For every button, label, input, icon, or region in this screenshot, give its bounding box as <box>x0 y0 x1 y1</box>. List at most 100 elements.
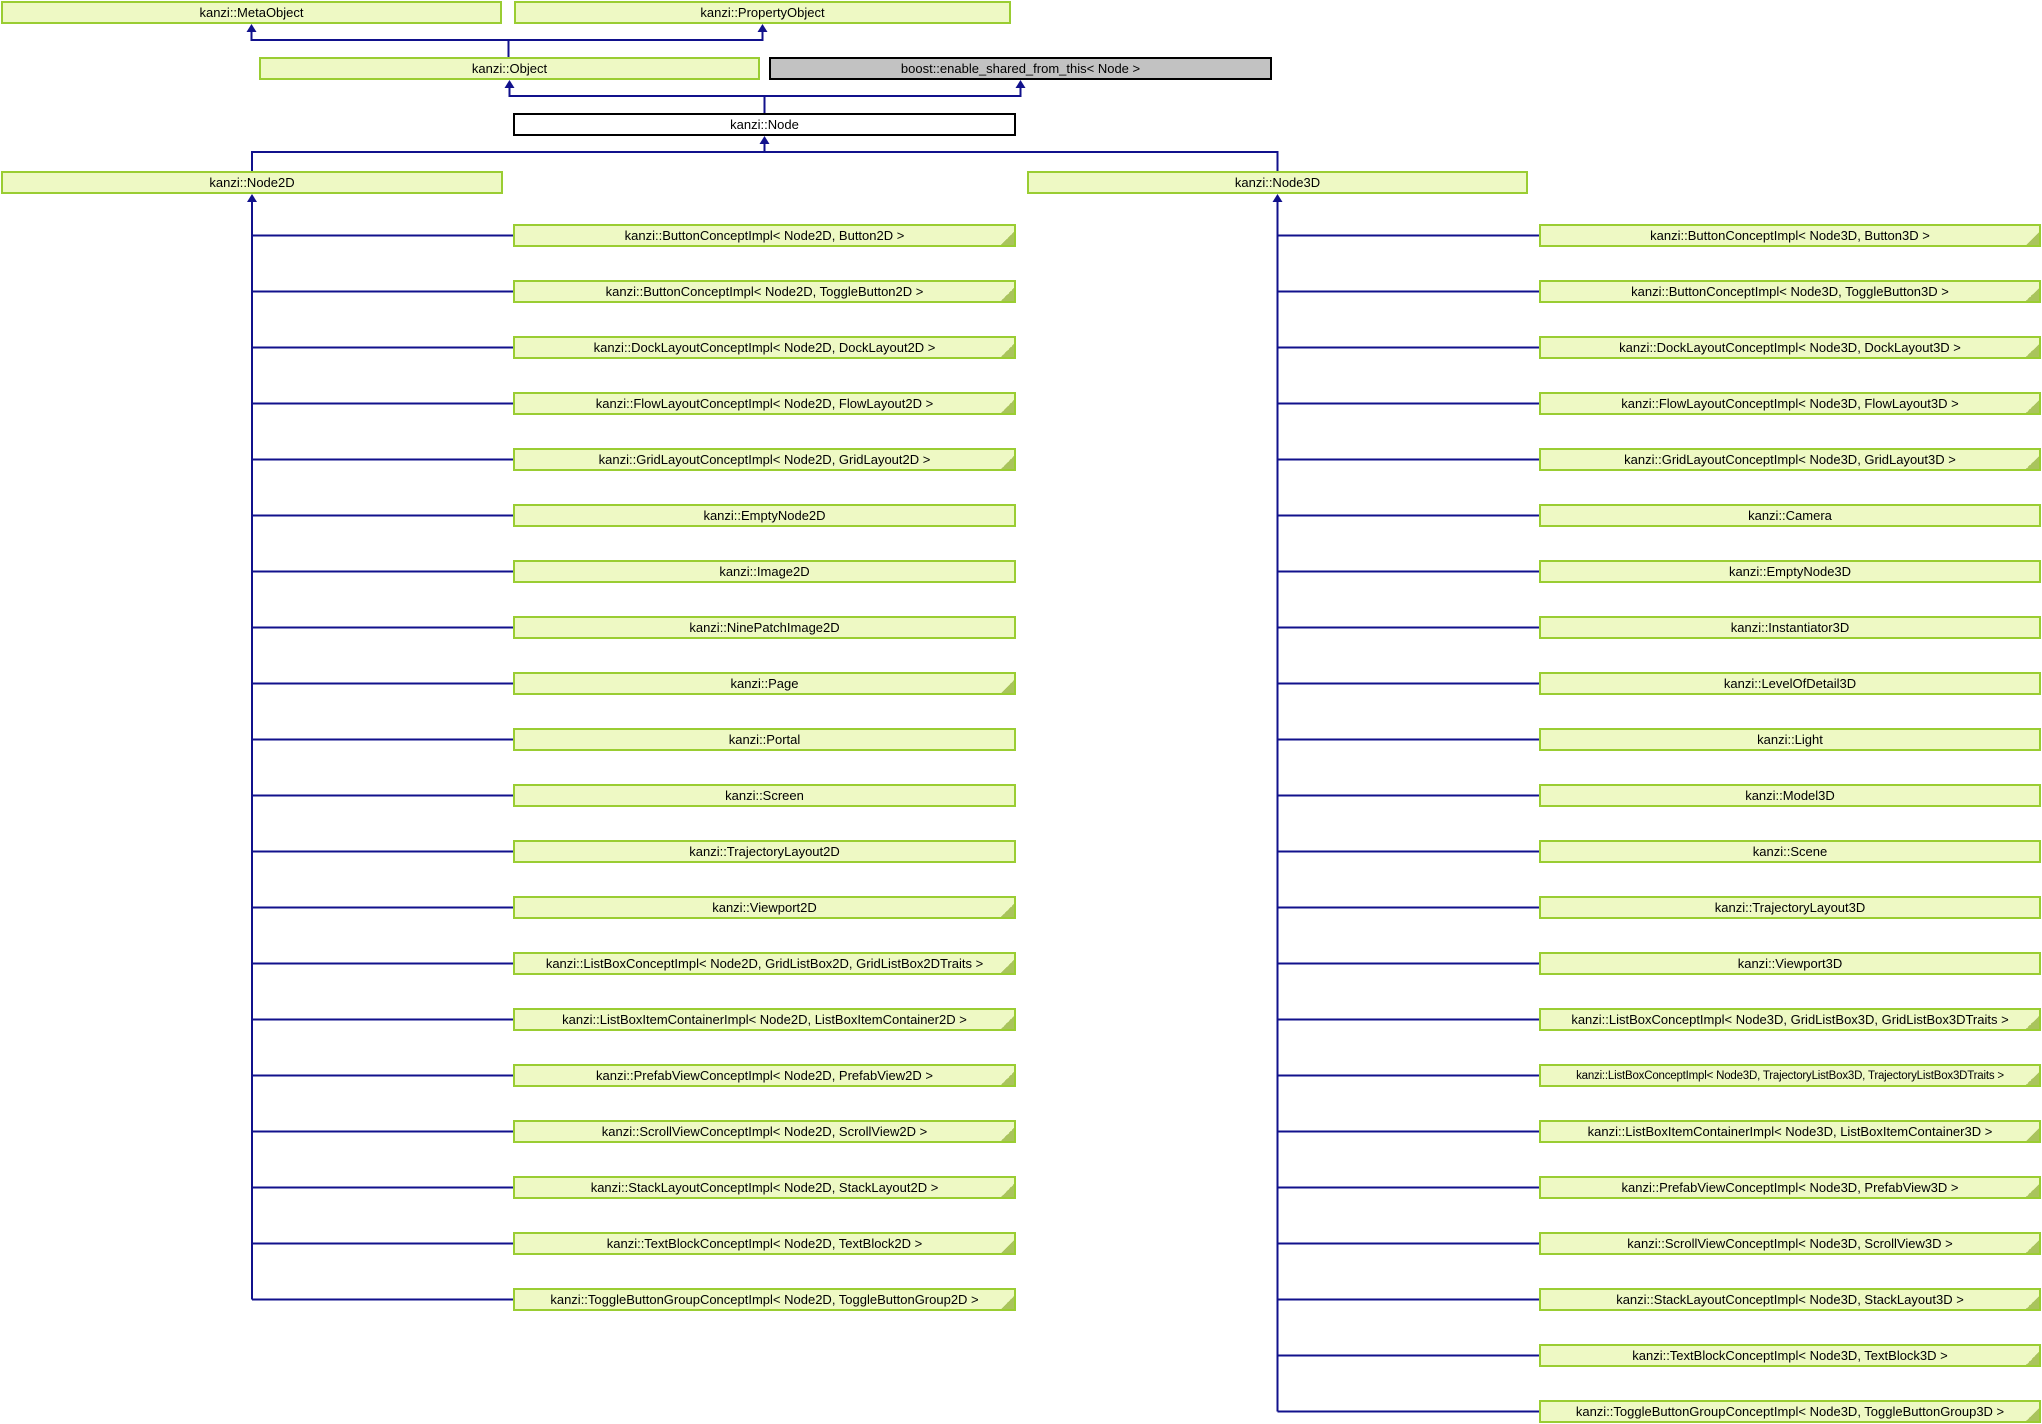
class-box[interactable]: kanzi::StackLayoutConceptImpl< Node3D, S… <box>1539 1288 2041 1311</box>
class-box[interactable]: kanzi::Portal <box>513 728 1016 751</box>
class-box[interactable]: kanzi::DockLayoutConceptImpl< Node3D, Do… <box>1539 336 2041 359</box>
class-box[interactable]: kanzi::Screen <box>513 784 1016 807</box>
class-label: kanzi::TrajectoryLayout3D <box>1714 900 1866 915</box>
class-label: kanzi::FlowLayoutConceptImpl< Node3D, Fl… <box>1621 396 1959 411</box>
class-label: kanzi::ToggleButtonGroupConceptImpl< Nod… <box>550 1292 979 1307</box>
class-box[interactable]: kanzi::Instantiator3D <box>1539 616 2041 639</box>
class-box[interactable]: kanzi::ListBoxItemContainerImpl< Node2D,… <box>513 1008 1016 1031</box>
class-label: kanzi::ScrollViewConceptImpl< Node3D, Sc… <box>1627 1236 1953 1251</box>
class-label: kanzi::ButtonConceptImpl< Node2D, Button… <box>624 228 905 243</box>
class-label: kanzi::Page <box>730 676 799 691</box>
class-label: kanzi::Viewport3D <box>1737 956 1843 971</box>
class-label: kanzi::TextBlockConceptImpl< Node2D, Tex… <box>606 1236 923 1251</box>
class-label: kanzi::ButtonConceptImpl< Node2D, Toggle… <box>605 284 924 299</box>
class-box-kanzi-object[interactable]: kanzi::Object <box>259 57 760 80</box>
class-label: kanzi::Instantiator3D <box>1730 620 1850 635</box>
class-label: kanzi::Node3D <box>1234 175 1321 190</box>
class-box[interactable]: kanzi::StackLayoutConceptImpl< Node2D, S… <box>513 1176 1016 1199</box>
class-box[interactable]: kanzi::FlowLayoutConceptImpl< Node2D, Fl… <box>513 392 1016 415</box>
class-box[interactable]: kanzi::EmptyNode2D <box>513 504 1016 527</box>
class-box[interactable]: kanzi::ListBoxConceptImpl< Node3D, GridL… <box>1539 1008 2041 1031</box>
class-box[interactable]: kanzi::ToggleButtonGroupConceptImpl< Nod… <box>513 1288 1016 1311</box>
class-box[interactable]: kanzi::Page <box>513 672 1016 695</box>
class-box[interactable]: kanzi::ToggleButtonGroupConceptImpl< Nod… <box>1539 1400 2041 1423</box>
class-label: kanzi::Node <box>730 117 799 132</box>
class-label: kanzi::Light <box>1757 732 1823 747</box>
class-label: kanzi::ListBoxItemContainerImpl< Node2D,… <box>562 1012 967 1027</box>
class-label: kanzi::DockLayoutConceptImpl< Node3D, Do… <box>1619 340 1961 355</box>
class-label: kanzi::Scene <box>1752 844 1828 859</box>
class-box[interactable]: kanzi::TrajectoryLayout3D <box>1539 896 2041 919</box>
class-label: kanzi::PrefabViewConceptImpl< Node3D, Pr… <box>1621 1180 1959 1195</box>
class-box[interactable]: kanzi::ButtonConceptImpl< Node2D, Toggle… <box>513 280 1016 303</box>
class-label: kanzi::Node2D <box>209 175 295 190</box>
class-box[interactable]: kanzi::PrefabViewConceptImpl< Node2D, Pr… <box>513 1064 1016 1087</box>
class-box[interactable]: kanzi::GridLayoutConceptImpl< Node3D, Gr… <box>1539 448 2041 471</box>
class-box[interactable]: kanzi::FlowLayoutConceptImpl< Node3D, Fl… <box>1539 392 2041 415</box>
class-box[interactable]: kanzi::LevelOfDetail3D <box>1539 672 2041 695</box>
class-box[interactable]: kanzi::EmptyNode3D <box>1539 560 2041 583</box>
class-box-kanzi-node3d[interactable]: kanzi::Node3D <box>1027 171 1528 194</box>
class-box[interactable]: kanzi::PrefabViewConceptImpl< Node3D, Pr… <box>1539 1176 2041 1199</box>
class-box[interactable]: kanzi::Camera <box>1539 504 2041 527</box>
class-box[interactable]: kanzi::TextBlockConceptImpl< Node3D, Tex… <box>1539 1344 2041 1367</box>
class-box[interactable]: kanzi::NinePatchImage2D <box>513 616 1016 639</box>
class-box[interactable]: kanzi::Viewport3D <box>1539 952 2041 975</box>
class-box[interactable]: kanzi::TextBlockConceptImpl< Node2D, Tex… <box>513 1232 1016 1255</box>
class-label: kanzi::LevelOfDetail3D <box>1723 676 1857 691</box>
class-box[interactable]: kanzi::ButtonConceptImpl< Node2D, Button… <box>513 224 1016 247</box>
class-label: kanzi::Viewport2D <box>712 900 817 915</box>
class-label: kanzi::TrajectoryLayout2D <box>689 844 840 859</box>
class-box-kanzi-node2d[interactable]: kanzi::Node2D <box>1 171 503 194</box>
class-box[interactable]: kanzi::DockLayoutConceptImpl< Node2D, Do… <box>513 336 1016 359</box>
class-label: kanzi::ButtonConceptImpl< Node3D, Button… <box>1650 228 1930 243</box>
class-label: kanzi::DockLayoutConceptImpl< Node2D, Do… <box>593 340 936 355</box>
class-label: kanzi::TextBlockConceptImpl< Node3D, Tex… <box>1632 1348 1948 1363</box>
class-label: kanzi::ButtonConceptImpl< Node3D, Toggle… <box>1631 284 1949 299</box>
class-label: kanzi::ListBoxConceptImpl< Node3D, GridL… <box>1571 1012 2009 1027</box>
class-box-kanzi-node: kanzi::Node <box>513 113 1016 136</box>
class-label: kanzi::StackLayoutConceptImpl< Node3D, S… <box>1616 1292 1964 1307</box>
class-box-kanzi-propertyobject[interactable]: kanzi::PropertyObject <box>514 1 1011 24</box>
class-box[interactable]: kanzi::TrajectoryLayout2D <box>513 840 1016 863</box>
class-box[interactable]: kanzi::ListBoxConceptImpl< Node3D, Traje… <box>1539 1064 2041 1087</box>
class-box[interactable]: kanzi::ListBoxItemContainerImpl< Node3D,… <box>1539 1120 2041 1143</box>
class-label: kanzi::Image2D <box>719 564 810 579</box>
class-label: kanzi::Portal <box>728 732 801 747</box>
class-box[interactable]: kanzi::ScrollViewConceptImpl< Node3D, Sc… <box>1539 1232 2041 1255</box>
class-box[interactable]: kanzi::GridLayoutConceptImpl< Node2D, Gr… <box>513 448 1016 471</box>
class-box[interactable]: kanzi::Viewport2D <box>513 896 1016 919</box>
class-label: kanzi::ScrollViewConceptImpl< Node2D, Sc… <box>601 1124 928 1139</box>
class-label: kanzi::ListBoxConceptImpl< Node2D, GridL… <box>545 956 984 971</box>
class-box[interactable]: kanzi::Model3D <box>1539 784 2041 807</box>
class-label: kanzi::EmptyNode2D <box>703 508 826 523</box>
class-box[interactable]: kanzi::Image2D <box>513 560 1016 583</box>
class-box[interactable]: kanzi::Scene <box>1539 840 2041 863</box>
class-box[interactable]: kanzi::ScrollViewConceptImpl< Node2D, Sc… <box>513 1120 1016 1143</box>
class-label: boost::enable_shared_from_this< Node > <box>900 61 1141 76</box>
class-label: kanzi::StackLayoutConceptImpl< Node2D, S… <box>590 1180 939 1195</box>
class-label: kanzi::GridLayoutConceptImpl< Node3D, Gr… <box>1624 452 1956 467</box>
class-label: kanzi::Camera <box>1748 508 1832 523</box>
class-label: kanzi::Model3D <box>1745 788 1835 803</box>
class-box[interactable]: kanzi::ButtonConceptImpl< Node3D, Toggle… <box>1539 280 2041 303</box>
class-label: kanzi::PrefabViewConceptImpl< Node2D, Pr… <box>596 1068 933 1083</box>
class-box[interactable]: kanzi::Light <box>1539 728 2041 751</box>
class-label: kanzi::ListBoxConceptImpl< Node3D, Traje… <box>1576 1069 2004 1082</box>
class-label: kanzi::PropertyObject <box>700 5 825 20</box>
class-box[interactable]: kanzi::ListBoxConceptImpl< Node2D, GridL… <box>513 952 1016 975</box>
class-label: kanzi::NinePatchImage2D <box>689 620 840 635</box>
class-label: kanzi::Screen <box>725 788 804 803</box>
class-label: kanzi::FlowLayoutConceptImpl< Node2D, Fl… <box>595 396 934 411</box>
class-box-kanzi-metaobject[interactable]: kanzi::MetaObject <box>1 1 502 24</box>
class-label: kanzi::ListBoxItemContainerImpl< Node3D,… <box>1587 1124 1993 1139</box>
class-box-boost-enable-shared-from-this: boost::enable_shared_from_this< Node > <box>769 57 1272 80</box>
class-label: kanzi::MetaObject <box>199 5 304 20</box>
class-label: kanzi::EmptyNode3D <box>1728 564 1852 579</box>
class-label: kanzi::Object <box>471 61 548 76</box>
class-label: kanzi::GridLayoutConceptImpl< Node2D, Gr… <box>598 452 931 467</box>
class-box[interactable]: kanzi::ButtonConceptImpl< Node3D, Button… <box>1539 224 2041 247</box>
class-label: kanzi::ToggleButtonGroupConceptImpl< Nod… <box>1575 1404 2005 1419</box>
